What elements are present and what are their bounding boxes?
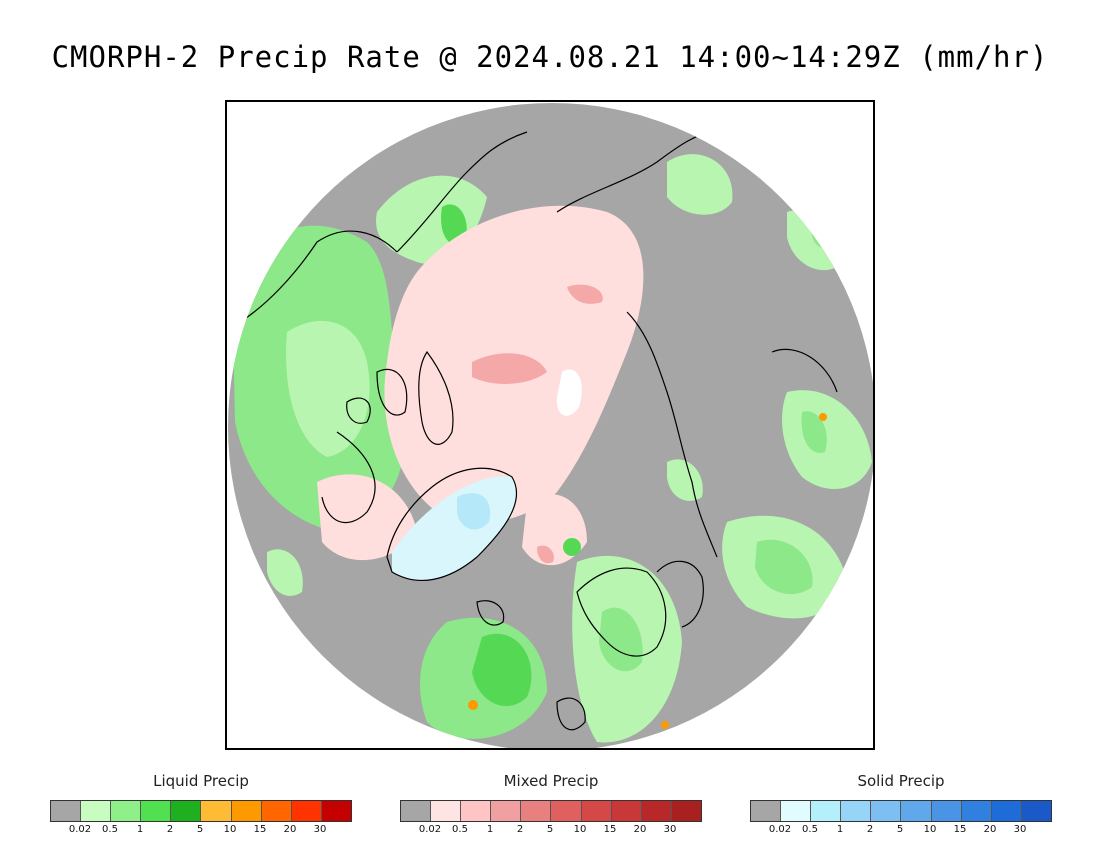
legend-swatch	[521, 801, 552, 821]
legend-tick-label: 2	[166, 824, 174, 835]
legend-swatch	[261, 801, 292, 821]
legend-swatches-liquid	[50, 800, 352, 822]
legend-swatch	[401, 801, 432, 821]
legend-tick-label: 5	[546, 824, 554, 835]
legend-tick-label: 1	[486, 824, 494, 835]
legend-swatch	[781, 801, 812, 821]
legend-tick-label: 2	[866, 824, 874, 835]
legend-tick-label: 15	[953, 824, 967, 835]
legend-swatch	[901, 801, 932, 821]
legend-tick-label: 2	[516, 824, 524, 835]
legend-tick-label: 5	[896, 824, 904, 835]
legend-ticks-mixed: 0.02 0.5 1 2 5 10 15 20 30	[400, 824, 700, 838]
legend-tick-label: 1	[836, 824, 844, 835]
legend-swatch	[321, 801, 351, 821]
legend-swatch	[81, 801, 112, 821]
legend-tick-label: 10	[923, 824, 937, 835]
legend-solid-precip: Solid Precip 0.02 0.5 1 2 5 10 15 20 30	[750, 772, 1052, 838]
legend-swatches-solid	[750, 800, 1052, 822]
legend-swatch	[841, 801, 872, 821]
chart-title: CMORPH-2 Precip Rate @ 2024.08.21 14:00~…	[51, 40, 1049, 74]
legend-swatch	[751, 801, 782, 821]
legend-title-solid: Solid Precip	[857, 772, 945, 790]
legend-tick-label: 30	[663, 824, 677, 835]
legend-swatch	[641, 801, 672, 821]
legend-tick-label: 5	[196, 824, 204, 835]
legend-swatch	[491, 801, 522, 821]
solid-precip-areas	[392, 476, 517, 581]
legend-swatch	[671, 801, 701, 821]
legend-tick-label: 10	[223, 824, 237, 835]
legend-title-mixed: Mixed Precip	[503, 772, 599, 790]
legend-swatch	[171, 801, 202, 821]
legend-title-liquid: Liquid Precip	[153, 772, 249, 790]
legend-swatch	[551, 801, 582, 821]
legend-swatch	[1021, 801, 1051, 821]
legend-tick-label: 0.02	[68, 824, 92, 835]
legend-tick-label: 0.02	[418, 824, 442, 835]
legend-swatch	[961, 801, 992, 821]
mixed-precip-areas	[317, 205, 644, 566]
legend-tick-label: 0.02	[768, 824, 792, 835]
legend-mixed-precip: Mixed Precip 0.02 0.5 1 2 5 10 15 20 30	[400, 772, 702, 838]
legend-swatch	[201, 801, 232, 821]
legend-swatch	[991, 801, 1022, 821]
polar-precip-map	[225, 100, 875, 750]
legend-tick-label: 1	[136, 824, 144, 835]
legend-swatch	[431, 801, 462, 821]
legend-swatch	[231, 801, 262, 821]
legend-tick-label: 20	[983, 824, 997, 835]
legend-ticks-liquid: 0.02 0.5 1 2 5 10 15 20 30	[50, 824, 350, 838]
legend-tick-label: 15	[603, 824, 617, 835]
legend-swatch	[111, 801, 142, 821]
legend-swatch	[51, 801, 82, 821]
pole-gap	[556, 369, 582, 416]
legend-swatch	[931, 801, 962, 821]
legend-tick-label: 30	[1013, 824, 1027, 835]
legend-tick-label: 10	[573, 824, 587, 835]
legend-ticks-solid: 0.02 0.5 1 2 5 10 15 20 30	[750, 824, 1050, 838]
legend-swatch	[611, 801, 642, 821]
legend-swatches-mixed	[400, 800, 702, 822]
legend-tick-label: 0.5	[802, 824, 818, 835]
legend-tick-label: 15	[253, 824, 267, 835]
legend-tick-label: 20	[633, 824, 647, 835]
legend-swatch	[811, 801, 842, 821]
legend-liquid-precip: Liquid Precip 0.02 0.5 1 2 5 10 15 20 30	[50, 772, 352, 838]
heavy-precip-cells	[468, 413, 827, 729]
legend-swatch	[141, 801, 172, 821]
legend-tick-label: 20	[283, 824, 297, 835]
legend-swatch	[461, 801, 492, 821]
legend-tick-label: 30	[313, 824, 327, 835]
precip-fields	[231, 126, 872, 743]
legend-swatch	[871, 801, 902, 821]
legend-tick-label: 0.5	[452, 824, 468, 835]
legend-swatch	[291, 801, 322, 821]
legend-tick-label: 0.5	[102, 824, 118, 835]
legend-swatch	[581, 801, 612, 821]
